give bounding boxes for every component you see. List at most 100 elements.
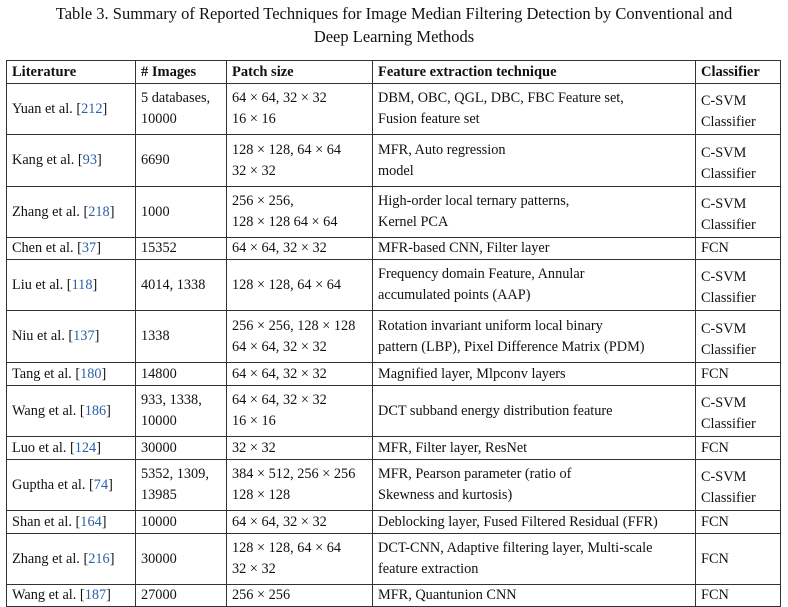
- feature-line: Magnified layer, Mlpconv layers: [378, 365, 566, 382]
- images-line: 10000: [141, 513, 177, 530]
- author: Tang et al.: [12, 365, 72, 382]
- header-row: Literature # Images Patch size Feature e…: [6, 60, 781, 84]
- classifier-line: C-SVM: [701, 469, 747, 485]
- classifier-line: C-SVM: [701, 269, 747, 285]
- images-cell: 4014, 1338: [135, 259, 227, 311]
- images-cell: 5 databases, 10000: [135, 83, 227, 135]
- classifier-cell: C-SVM Classifier: [695, 186, 781, 238]
- images-cell: 6690: [135, 134, 227, 187]
- author: Zhang et al.: [12, 203, 80, 220]
- citation-link[interactable]: 124: [74, 439, 97, 456]
- patch-size-cell: 256 × 256, 128 × 128 64 × 64: [226, 186, 373, 238]
- literature-cell: Niu et al. [137]: [6, 310, 136, 363]
- header-classifier: Classifier: [695, 60, 781, 84]
- patch-size-cell: 64 × 64, 32 × 32: [226, 237, 373, 260]
- feature-line: DBM, OBC, QGL, DBC, FBC Feature set,: [378, 90, 624, 106]
- patch-size-cell: 128 × 128, 64 × 64 32 × 32: [226, 134, 373, 187]
- classifier-cell: C-SVM Classifier: [695, 83, 781, 135]
- citation-link[interactable]: 93: [82, 152, 97, 168]
- images-line: 27000: [141, 587, 177, 603]
- classifier-cell: FCN: [695, 533, 781, 585]
- citation-link[interactable]: 216: [88, 550, 110, 567]
- feature-line: accumulated points (AAP): [378, 287, 531, 303]
- citation-link[interactable]: 187: [84, 587, 107, 603]
- header-patch-size: Patch size: [226, 60, 373, 84]
- classifier-line: FCN: [701, 513, 729, 530]
- patch-size-cell: 64 × 64, 32 × 32: [226, 362, 373, 386]
- patch-size-line: 128 × 128, 64 × 64: [232, 141, 342, 158]
- images-line: 1338: [141, 328, 170, 344]
- feature-line: Skewness and kurtosis): [378, 487, 513, 503]
- classifier-line: FCN: [701, 439, 729, 456]
- feature-line: Kernel PCA: [378, 214, 449, 230]
- images-line: 4014, 1338: [141, 276, 206, 293]
- citation-link[interactable]: 37: [81, 240, 97, 256]
- feature-line: feature extraction: [378, 561, 479, 577]
- patch-size-line: 32 × 32: [232, 439, 276, 456]
- images-line: 15352: [141, 240, 177, 256]
- citation-link[interactable]: 164: [80, 513, 102, 530]
- feature-line: Deblocking layer, Fused Filtered Residua…: [378, 513, 658, 530]
- citation-link[interactable]: 74: [93, 476, 109, 493]
- citation-link[interactable]: 118: [71, 276, 93, 293]
- patch-size-line: 64 × 64, 32 × 32: [232, 392, 327, 408]
- table-row: Liu et al. [118] 4014, 1338 128 × 128, 64 …: [6, 259, 781, 311]
- images-cell: 14800: [135, 362, 227, 386]
- images-cell: 5352, 1309, 13985: [135, 459, 227, 511]
- classifier-line: FCN: [701, 550, 729, 567]
- author: Guptha et al.: [12, 476, 86, 493]
- feature-cell: Deblocking layer, Fused Filtered Residua…: [372, 510, 696, 534]
- feature-line: MFR, Quantunion CNN: [378, 587, 517, 603]
- table-row: Kang et al. [93] 6690 128 × 128, 64 × 64 32…: [6, 134, 781, 187]
- feature-cell: Frequency domain Feature, Annular accumul…: [372, 259, 696, 311]
- literature-cell: Yuan et al. [212]: [6, 83, 136, 135]
- citation-link[interactable]: 212: [81, 100, 103, 117]
- caption-line-1: Table 3. Summary of Reported Techniques …: [55, 4, 733, 23]
- classifier-line: C-SVM: [701, 93, 747, 109]
- literature-cell: Kang et al. [93]: [6, 134, 136, 187]
- images-line: 933, 1338,: [141, 392, 202, 408]
- classifier-line: Classifier: [701, 290, 756, 306]
- patch-size-line: 64 × 64, 32 × 32: [232, 90, 327, 106]
- citation-link[interactable]: 186: [84, 402, 107, 419]
- classifier-line: Classifier: [701, 217, 756, 233]
- classifier-cell: FCN: [695, 436, 781, 460]
- citation-link[interactable]: 218: [88, 203, 110, 220]
- classifier-cell: C-SVM Classifier: [695, 310, 781, 363]
- techniques-table: Literature # Images Patch size Feature e…: [6, 60, 781, 607]
- classifier-line: Classifier: [701, 166, 756, 182]
- table-row: Guptha et al. [74] 5352, 1309, 13985 384 × …: [6, 459, 781, 511]
- classifier-cell: FCN: [695, 362, 781, 386]
- images-line: 30000: [141, 550, 177, 567]
- classifier-line: FCN: [701, 365, 729, 382]
- images-cell: 1000: [135, 186, 227, 238]
- table-row: Zhang et al. [218] 1000 256 × 256, 128 × 12…: [6, 186, 781, 238]
- citation-link[interactable]: 137: [73, 328, 95, 344]
- images-line: 14800: [141, 365, 177, 382]
- header-feature: Feature extraction technique: [372, 60, 696, 84]
- patch-size-line: 256 × 256,: [232, 193, 294, 209]
- table-row: Wang et al. [186] 933, 1338, 10000 64 × 64,…: [6, 385, 781, 437]
- images-line: 5352, 1309,: [141, 466, 209, 482]
- author: Yuan et al.: [12, 100, 73, 117]
- classifier-line: C-SVM: [701, 321, 747, 337]
- feature-cell: MFR-based CNN, Filter layer: [372, 237, 696, 260]
- images-cell: 10000: [135, 510, 227, 534]
- classifier-cell: FCN: [695, 510, 781, 534]
- patch-size-line: 128 × 128, 64 × 64: [232, 276, 342, 293]
- feature-cell: MFR, Pearson parameter (ratio of Skewness…: [372, 459, 696, 511]
- author: Niu et al.: [12, 328, 65, 344]
- patch-size-line: 128 × 128 64 × 64: [232, 214, 338, 230]
- patch-size-line: 128 × 128: [232, 487, 291, 503]
- feature-line: MFR, Filter layer, ResNet: [378, 439, 528, 456]
- table-row: Wang et al. [187] 27000 256 × 256 MFR, Quan…: [6, 584, 781, 607]
- classifier-line: Classifier: [701, 416, 756, 432]
- header-literature: Literature: [6, 60, 136, 84]
- classifier-line: C-SVM: [701, 196, 747, 212]
- patch-size-cell: 384 × 512, 256 × 256 128 × 128: [226, 459, 373, 511]
- classifier-line: FCN: [701, 587, 729, 603]
- images-cell: 30000: [135, 436, 227, 460]
- feature-cell: DCT-CNN, Adaptive filtering layer, Multi…: [372, 533, 696, 585]
- citation-link[interactable]: 180: [80, 365, 102, 382]
- feature-line: High-order local ternary patterns,: [378, 193, 570, 209]
